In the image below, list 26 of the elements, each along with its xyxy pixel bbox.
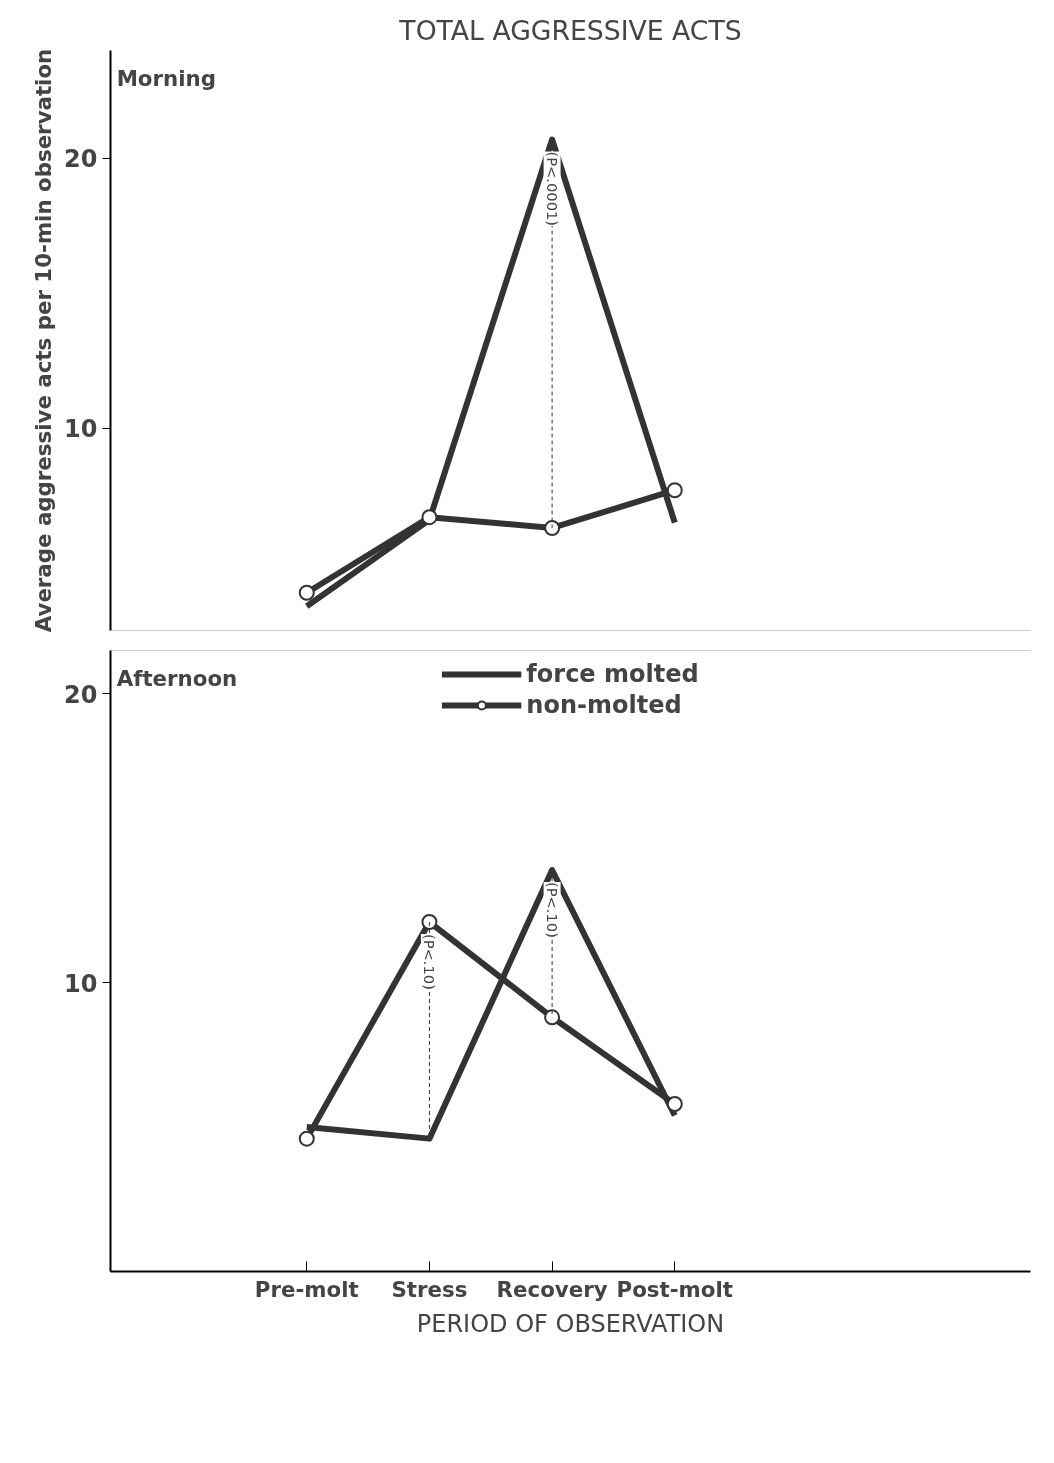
y-tick-label: 20 — [64, 680, 98, 709]
annotation: (P<.10) — [543, 882, 561, 938]
legend-label: non-molted — [526, 691, 682, 719]
annotation: (P<.0001) — [543, 151, 561, 227]
x-axis-title: PERIOD OF OBSERVATION — [416, 1309, 725, 1338]
x-tick-label: Recovery — [496, 1276, 608, 1302]
x-tick-label: Stress — [391, 1276, 468, 1302]
point — [298, 1130, 315, 1147]
point — [298, 584, 315, 601]
x-tick-label: Post-molt — [616, 1276, 733, 1302]
text: Morning — [116, 65, 216, 91]
point — [544, 520, 561, 536]
x-tick-label: Pre-molt — [254, 1276, 359, 1302]
point — [666, 1095, 683, 1112]
y-tick-label: 20 — [64, 145, 98, 174]
annotation: (P<.10) — [420, 934, 438, 990]
point — [666, 482, 683, 499]
y-axis-title: Average aggressive acts per 10-min observation — [31, 48, 57, 633]
y-tick-label: 10 — [64, 969, 98, 998]
point — [421, 509, 438, 526]
chart-title: TOTAL AGGRESSIVE ACTS — [398, 14, 742, 46]
point — [421, 914, 438, 930]
text: Afternoon — [116, 665, 238, 691]
y-tick-label: 10 — [64, 415, 98, 444]
legend-label: force molted — [526, 660, 699, 688]
point — [544, 1009, 561, 1026]
